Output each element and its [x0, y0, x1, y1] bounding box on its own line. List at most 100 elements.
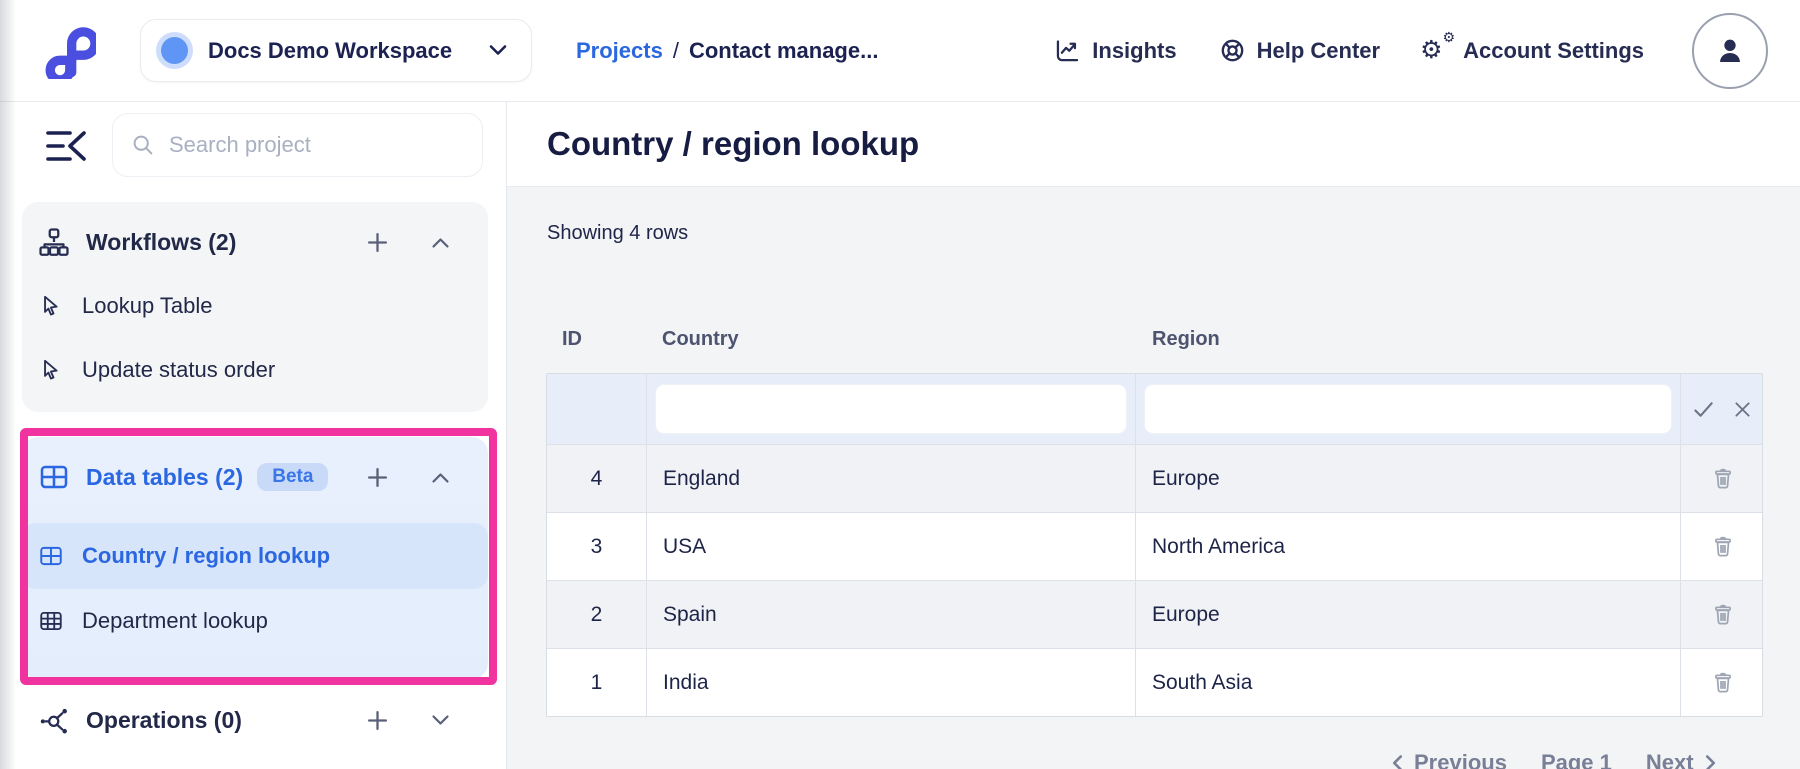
search-icon	[131, 133, 155, 157]
add-operation-button[interactable]	[366, 709, 389, 732]
cell-id: 1	[547, 649, 647, 716]
filter-cell-region	[1136, 374, 1681, 444]
person-icon	[1713, 34, 1747, 68]
insights-chart-icon	[1054, 37, 1081, 64]
table-column-headers: ID Country Region	[546, 328, 1763, 351]
data-tables-section-header[interactable]: Data tables (2) Beta	[22, 445, 488, 509]
delete-row-trash-icon[interactable]	[1709, 465, 1737, 493]
chevron-right-icon	[1705, 755, 1715, 769]
data-tables-section: Data tables (2) Beta Country	[22, 437, 488, 679]
add-data-table-button[interactable]	[366, 466, 389, 489]
workflows-section-header[interactable]: Workflows (2)	[22, 210, 488, 274]
top-navigation: Insights Help Center ⚙ ⚙ Account Setting…	[1054, 29, 1644, 66]
data-table: 4 England Europe 3 USA	[546, 373, 1763, 717]
table-row[interactable]: 3 USA North America	[547, 512, 1762, 580]
breadcrumb-current: Contact manage...	[688, 37, 879, 63]
sidebar-item-update-status-order[interactable]: Update status order	[22, 338, 488, 402]
cell-id: 3	[547, 513, 647, 580]
column-header-country: Country	[662, 328, 739, 350]
sidebar-item-label: Lookup Table	[82, 293, 213, 318]
table-row[interactable]: 4 England Europe	[547, 444, 1762, 512]
breadcrumb: Projects / Contact manage...	[576, 38, 878, 64]
chevron-down-icon	[487, 42, 509, 59]
country-filter-input[interactable]	[656, 385, 1126, 433]
breadcrumb-projects-link[interactable]: Projects	[576, 37, 663, 63]
expand-operations-chevron-down-icon[interactable]	[429, 712, 452, 729]
previous-page-button[interactable]: Previous	[1391, 750, 1507, 769]
table-filter-row	[547, 374, 1762, 444]
delete-row-trash-icon[interactable]	[1709, 601, 1737, 629]
add-workflow-button[interactable]	[366, 231, 389, 254]
help-lifebuoy-icon	[1219, 37, 1246, 64]
operations-network-icon	[38, 704, 70, 736]
collapse-workflows-chevron-up-icon[interactable]	[429, 234, 452, 251]
main-content: Country / region lookup Showing 4 rows I…	[507, 102, 1800, 769]
sidebar-item-label: Department lookup	[82, 608, 268, 633]
table-grid-icon	[38, 461, 70, 493]
collapse-data-tables-chevron-up-icon[interactable]	[429, 469, 452, 486]
cell-region: South Asia	[1136, 649, 1681, 716]
table-cells-icon	[38, 608, 64, 634]
sidebar: Workflows (2) Lookup Table	[0, 102, 507, 769]
pagination: Previous Page 1 Next	[1391, 750, 1717, 769]
page-title: Country / region lookup	[547, 125, 920, 162]
page-indicator: Page 1	[1540, 750, 1612, 769]
cell-actions	[1681, 581, 1764, 648]
cell-country: India	[647, 649, 1136, 716]
next-page-button[interactable]: Next	[1646, 750, 1717, 769]
project-search[interactable]	[112, 113, 483, 177]
table-grid-icon	[38, 543, 64, 569]
operations-section-header[interactable]: Operations (0)	[22, 688, 488, 752]
cell-id: 2	[547, 581, 647, 648]
delete-row-trash-icon[interactable]	[1709, 533, 1737, 561]
nav-insights[interactable]: Insights	[1054, 37, 1177, 64]
chevron-left-icon	[1392, 755, 1403, 769]
page-title-band: Country / region lookup	[507, 102, 1800, 187]
cell-region: Europe	[1136, 581, 1681, 648]
operations-section-label: Operations (0)	[86, 706, 242, 733]
breadcrumb-separator: /	[672, 37, 679, 63]
sidebar-item-label: Country / region lookup	[82, 543, 331, 568]
filter-cell-country	[647, 374, 1136, 444]
cell-country: USA	[647, 513, 1136, 580]
data-tables-section-label: Data tables (2)	[86, 463, 244, 490]
cell-actions	[1681, 445, 1764, 512]
sidebar-item-country-region-lookup[interactable]: Country / region lookup	[22, 523, 488, 589]
confirm-check-icon[interactable]	[1692, 398, 1715, 421]
app-logo-icon[interactable]	[38, 23, 96, 79]
nav-help-center[interactable]: Help Center	[1219, 37, 1380, 64]
cell-actions	[1681, 513, 1764, 580]
workspace-avatar	[161, 37, 188, 64]
search-input[interactable]	[169, 132, 466, 158]
workflow-sitemap-icon	[38, 226, 70, 258]
nav-insights-label: Insights	[1092, 37, 1177, 63]
workspace-name: Docs Demo Workspace	[208, 37, 453, 63]
workspace-selector[interactable]: Docs Demo Workspace	[140, 19, 532, 82]
top-header: Docs Demo Workspace Projects / Contact m…	[0, 0, 1800, 102]
column-header-actions	[1680, 328, 1763, 351]
delete-row-trash-icon[interactable]	[1709, 669, 1737, 697]
cell-id: 4	[547, 445, 647, 512]
nav-account-settings[interactable]: ⚙ ⚙ Account Settings	[1420, 29, 1644, 66]
beta-badge: Beta	[257, 463, 329, 491]
cell-region: Europe	[1136, 445, 1681, 512]
cancel-x-icon[interactable]	[1732, 399, 1753, 420]
user-avatar-button[interactable]	[1692, 12, 1768, 89]
table-row[interactable]: 1 India South Asia	[547, 648, 1762, 716]
sidebar-item-department-lookup[interactable]: Department lookup	[22, 589, 488, 653]
region-filter-input[interactable]	[1145, 385, 1671, 433]
cell-actions	[1681, 649, 1764, 716]
collapse-sidebar-icon[interactable]	[44, 124, 90, 168]
column-header-id: ID	[562, 328, 582, 350]
sidebar-item-lookup-table[interactable]: Lookup Table	[22, 274, 488, 338]
column-header-region: Region	[1152, 328, 1220, 350]
table-row[interactable]: 2 Spain Europe	[547, 580, 1762, 648]
filter-actions-cell	[1681, 374, 1764, 444]
gears-icon: ⚙ ⚙	[1420, 29, 1456, 64]
row-summary: Showing 4 rows	[547, 222, 689, 244]
cursor-icon	[38, 357, 64, 383]
cursor-icon	[38, 293, 64, 319]
sidebar-item-label: Update status order	[82, 357, 276, 382]
nav-account-settings-label: Account Settings	[1463, 37, 1644, 63]
